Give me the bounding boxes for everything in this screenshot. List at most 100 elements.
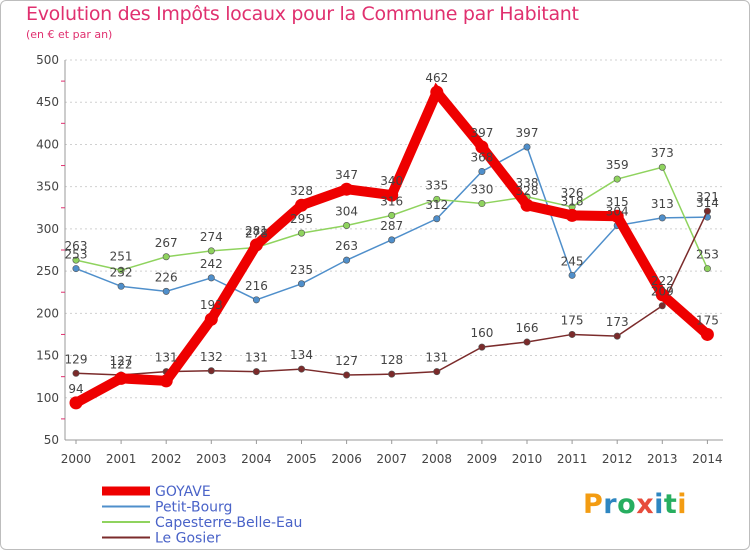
y-tick-label: 450	[36, 95, 59, 109]
data-label: 222	[651, 274, 674, 288]
data-label: 321	[696, 190, 719, 204]
data-point	[343, 371, 351, 379]
data-point	[568, 330, 576, 338]
y-tick-label: 200	[36, 306, 59, 320]
data-labels-le-gosier: 129 127 131 132 131 134 127 128 131 160 166 175 173 2…	[65, 190, 719, 368]
data-point	[207, 247, 215, 255]
data-label: 326	[561, 186, 584, 200]
x-tick-label: 2005	[286, 452, 317, 466]
x-tick-label: 2004	[241, 452, 272, 466]
data-point	[69, 396, 83, 410]
data-label: 175	[696, 313, 719, 327]
x-tick-label: 2002	[151, 452, 182, 466]
data-label: 328	[290, 184, 313, 198]
legend-label: Capesterre-Belle-Eau	[155, 515, 302, 531]
data-point	[72, 256, 80, 264]
data-label: 316	[380, 194, 403, 208]
data-label: 226	[155, 270, 178, 284]
y-tick-label: 100	[36, 391, 59, 405]
data-point	[658, 214, 666, 222]
y-tick-label: 150	[36, 349, 59, 363]
legend-item: Petit-Bourg	[102, 500, 232, 516]
x-tick-label: 2010	[512, 452, 543, 466]
data-label: 94	[68, 382, 83, 396]
data-label: 312	[425, 198, 448, 212]
x-tick-label: 2000	[61, 452, 92, 466]
data-point	[117, 266, 125, 274]
data-label: 129	[65, 352, 88, 366]
data-label: 232	[110, 265, 133, 279]
data-label: 263	[65, 239, 88, 253]
data-label: 251	[110, 249, 133, 263]
logo-letter: i	[654, 489, 664, 520]
data-label: 304	[606, 205, 629, 219]
data-label: 314	[696, 196, 719, 210]
data-point	[475, 140, 489, 154]
x-tick-label: 2011	[557, 452, 588, 466]
logo-letter: x	[636, 489, 655, 520]
logo-letter: o	[617, 489, 637, 520]
data-point	[340, 182, 354, 196]
data-point	[658, 163, 666, 171]
data-point	[703, 207, 711, 215]
data-point	[297, 280, 305, 288]
data-label: 328	[516, 184, 539, 198]
data-label: 267	[155, 236, 178, 250]
data-label: 274	[200, 230, 223, 244]
data-label: 166	[516, 321, 539, 335]
data-labels-capesterre-belle-eau: 263 251 267 274 278 295 304 316 335 330 338 326 359 3…	[65, 146, 719, 263]
data-point	[252, 296, 260, 304]
data-label: 127	[110, 354, 133, 368]
data-point	[568, 271, 576, 279]
data-label: 287	[380, 219, 403, 233]
data-label: 338	[516, 176, 539, 190]
data-label: 253	[696, 248, 719, 262]
data-point	[478, 167, 486, 175]
data-point	[249, 238, 263, 252]
chart-subtitle: (en € et par an)	[26, 28, 113, 41]
data-label: 245	[561, 254, 584, 268]
data-label: 313	[651, 197, 674, 211]
data-label: 263	[335, 239, 358, 253]
data-label: 216	[245, 279, 268, 293]
legend: GOYAVEPetit-BourgCapesterre-Belle-EauLe …	[102, 484, 302, 547]
data-point	[385, 188, 399, 202]
data-point	[520, 198, 534, 212]
data-point	[478, 343, 486, 351]
data-point	[433, 215, 441, 223]
data-label: 359	[606, 158, 629, 172]
x-tick-label: 2003	[196, 452, 227, 466]
data-point	[297, 365, 305, 373]
data-label: 304	[335, 205, 358, 219]
data-point	[388, 236, 396, 244]
data-point	[204, 312, 218, 326]
data-label: 318	[561, 194, 584, 208]
data-point	[117, 282, 125, 290]
data-label: 175	[561, 313, 584, 327]
data-point	[433, 195, 441, 203]
data-point	[613, 175, 621, 183]
data-label: 253	[65, 248, 88, 262]
chart-title: Evolution des Impôts locaux pour la Comm…	[26, 3, 579, 25]
data-label: 128	[380, 353, 403, 367]
data-point	[207, 274, 215, 282]
data-point	[343, 222, 351, 230]
data-label: 295	[290, 212, 313, 226]
data-label: 127	[335, 354, 358, 368]
legend-label: Petit-Bourg	[155, 500, 232, 516]
logo-letter: r	[603, 489, 618, 520]
proxiti-logo: Proxiti	[583, 489, 687, 520]
data-label: 278	[245, 226, 268, 240]
x-tick-label: 2007	[376, 452, 407, 466]
data-point	[703, 265, 711, 273]
y-tick-label: 50	[44, 433, 59, 447]
data-label: 373	[651, 146, 674, 160]
data-label: 340	[380, 174, 403, 188]
y-tick-label: 350	[36, 180, 59, 194]
data-point	[159, 374, 173, 388]
data-label: 209	[651, 285, 674, 299]
x-tick-label: 2008	[422, 452, 453, 466]
legend-item: Capesterre-Belle-Eau	[102, 515, 302, 531]
